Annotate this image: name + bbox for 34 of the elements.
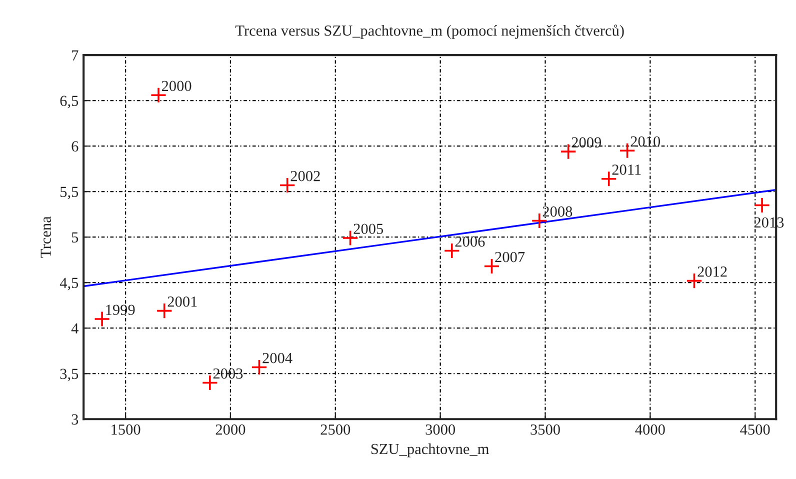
x-tick-label: 4000 xyxy=(635,424,665,435)
x-tick-label: 1500 xyxy=(112,424,140,435)
annotation: 2001 xyxy=(168,296,197,307)
y-tick-label: 7 xyxy=(72,50,78,60)
x-tick-label: 3000 xyxy=(426,424,456,435)
y-tick-label: 3 xyxy=(72,414,78,425)
annotation: 2005 xyxy=(354,224,384,234)
y-axis-title: Trcena xyxy=(40,216,51,258)
x-tick-label: 2000 xyxy=(216,424,246,435)
y-tick-label: 5 xyxy=(72,232,78,243)
x-tick-label: 3500 xyxy=(530,424,560,435)
x-axis-title: SZU_pachtovne_m xyxy=(371,443,490,458)
x-tick-label: 2500 xyxy=(320,424,350,435)
chart-title: Trcena versus SZU_pachtovne_m (pomocí nejmenších čtverců) xyxy=(235,24,624,39)
annotation: 2006 xyxy=(455,236,485,247)
y-tick-label: 4,5 xyxy=(60,278,78,290)
annotation: 2008 xyxy=(542,206,572,217)
annotation: 2007 xyxy=(495,252,525,262)
annotation: 2010 xyxy=(630,136,660,147)
y-tick-label: 4 xyxy=(71,323,78,334)
annotation: 1999 xyxy=(106,304,135,315)
annotation: 2004 xyxy=(262,352,292,364)
annotation: 2002 xyxy=(290,170,320,182)
x-tick-label: 4500 xyxy=(740,424,770,435)
annotation: 2009 xyxy=(572,137,602,148)
y-tick-label: 3,5 xyxy=(60,368,78,382)
annotation: 2003 xyxy=(213,368,243,379)
y-tick-label: 5,5 xyxy=(60,186,78,200)
annotation: 2012 xyxy=(698,266,727,277)
y-tick-label: 6,5 xyxy=(60,96,78,108)
annotation: 2000 xyxy=(162,80,192,92)
point xyxy=(754,197,770,214)
annotation: 2011 xyxy=(612,164,641,175)
y-tick-label: 6 xyxy=(72,141,78,152)
